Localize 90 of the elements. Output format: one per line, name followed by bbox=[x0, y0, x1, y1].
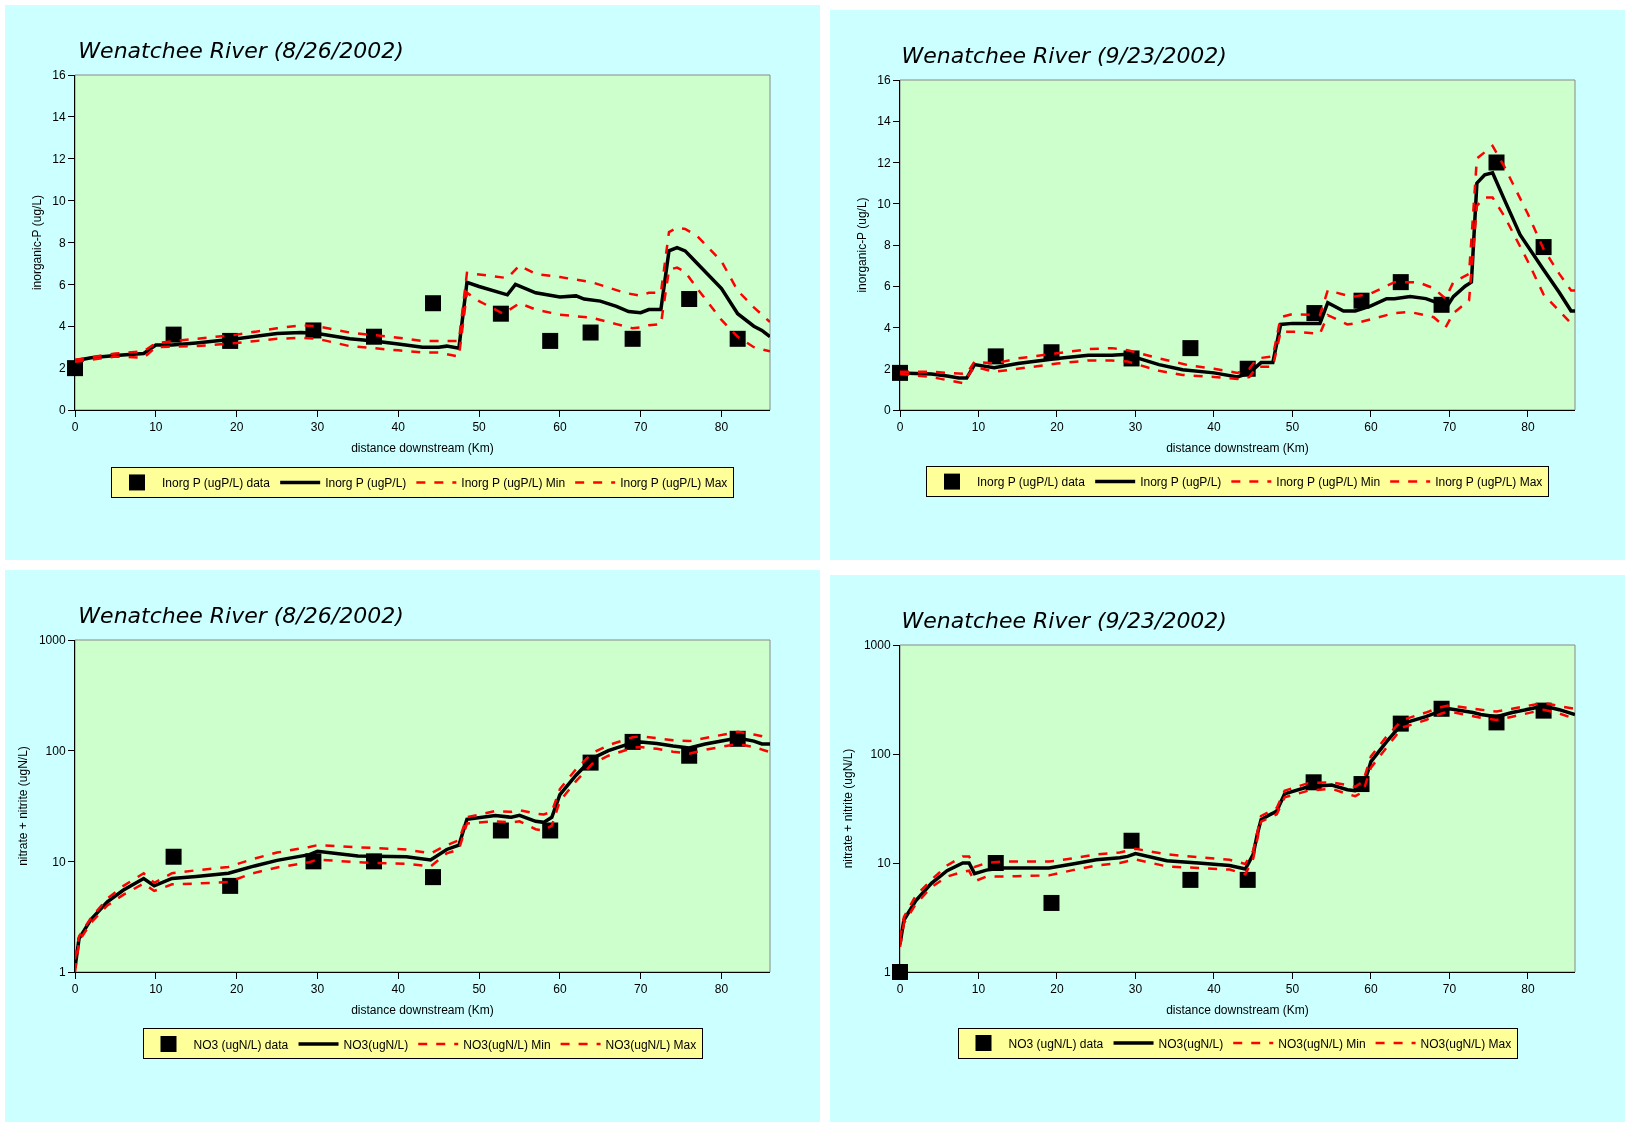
y-tick-label: 6 bbox=[883, 279, 891, 294]
x-tick-label: 70 bbox=[1442, 982, 1457, 997]
legend-label: Inorg P (ugP/L) Min bbox=[461, 476, 566, 491]
chart-title: Wenatchee River (9/23/2002) bbox=[901, 607, 1227, 633]
x-tick-label: 0 bbox=[71, 982, 79, 997]
y-tick-label: 14 bbox=[52, 110, 66, 125]
y-tick-label: 16 bbox=[52, 68, 66, 83]
x-tick-label: 10 bbox=[971, 420, 986, 435]
legend-label: Inorg P (ugP/L) bbox=[1140, 475, 1222, 490]
x-tick-label: 20 bbox=[1050, 420, 1064, 435]
x-tick-label: 0 bbox=[896, 420, 904, 435]
x-axis-title: distance downstream (Km) bbox=[351, 1003, 494, 1018]
y-tick-label: 1 bbox=[883, 965, 891, 980]
y-tick-label: 10 bbox=[52, 193, 66, 208]
y-tick-label: 1000 bbox=[863, 638, 891, 653]
x-tick-label: 80 bbox=[714, 982, 729, 997]
y-tick-label: 12 bbox=[52, 151, 66, 166]
y-tick-label: 0 bbox=[58, 403, 66, 418]
y-tick-label: 100 bbox=[45, 743, 66, 758]
y-tick-label: 10 bbox=[877, 196, 891, 211]
x-tick-label: 20 bbox=[1050, 982, 1064, 997]
x-tick-label: 10 bbox=[149, 982, 163, 997]
y-tick-label: 4 bbox=[883, 320, 891, 335]
legend-label: NO3 (ugN/L) data bbox=[1008, 1036, 1104, 1051]
y-tick-label: 10 bbox=[52, 854, 66, 869]
legend-label: Inorg P (ugP/L) bbox=[325, 476, 407, 491]
y-tick-label: 0 bbox=[883, 403, 891, 418]
x-axis-title: distance downstream (Km) bbox=[1166, 1003, 1309, 1018]
x-tick-label: 40 bbox=[1207, 420, 1221, 435]
y-tick-label: 8 bbox=[883, 238, 891, 253]
y-axis-title: inorganic-P (ug/L) bbox=[29, 194, 44, 291]
legend-label: NO3 (ugN/L) data bbox=[193, 1037, 289, 1052]
y-tick-label: 2 bbox=[883, 361, 891, 376]
legend-label: NO3(ugN/L) Min bbox=[1278, 1036, 1366, 1051]
y-tick-label: 14 bbox=[877, 114, 891, 129]
x-tick-label: 80 bbox=[1521, 982, 1535, 997]
x-tick-label: 80 bbox=[714, 420, 729, 435]
x-tick-label: 40 bbox=[391, 420, 406, 435]
x-tick-label: 60 bbox=[1364, 420, 1378, 435]
y-tick-label: 6 bbox=[58, 277, 66, 292]
legend-label: NO3(ugN/L) bbox=[1158, 1036, 1224, 1051]
x-tick-label: 50 bbox=[1285, 420, 1300, 435]
y-tick-label: 10 bbox=[877, 856, 891, 871]
x-tick-label: 40 bbox=[1207, 982, 1221, 997]
x-tick-label: 30 bbox=[1128, 420, 1143, 435]
x-tick-label: 20 bbox=[229, 420, 244, 435]
x-tick-label: 60 bbox=[553, 982, 567, 997]
x-tick-label: 50 bbox=[1285, 982, 1300, 997]
y-tick-label: 2 bbox=[58, 361, 66, 376]
legend-label: Inorg P (ugP/L) Min bbox=[1276, 475, 1381, 490]
y-axis-title: nitrate + nitrite (ugN/L) bbox=[16, 746, 31, 866]
y-tick-label: 1000 bbox=[38, 633, 66, 648]
x-tick-label: 10 bbox=[149, 420, 163, 435]
x-tick-label: 50 bbox=[472, 982, 487, 997]
x-tick-label: 60 bbox=[1364, 982, 1378, 997]
legend-label: NO3(ugN/L) Max bbox=[605, 1037, 697, 1052]
legend-label: NO3(ugN/L) Max bbox=[1420, 1036, 1512, 1051]
x-tick-label: 50 bbox=[472, 420, 487, 435]
x-tick-label: 70 bbox=[634, 982, 648, 997]
x-tick-label: 70 bbox=[634, 420, 648, 435]
x-tick-label: 30 bbox=[310, 982, 325, 997]
x-tick-label: 30 bbox=[1128, 982, 1143, 997]
x-tick-label: 10 bbox=[971, 982, 986, 997]
x-tick-label: 70 bbox=[1442, 420, 1457, 435]
chart-title: Wenatchee River (8/26/2002) bbox=[78, 37, 404, 63]
legend-label: Inorg P (ugP/L) Max bbox=[1435, 475, 1543, 490]
y-axis-title: nitrate + nitrite (ugN/L) bbox=[841, 748, 856, 869]
y-axis-title: inorganic-P (ug/L) bbox=[854, 197, 869, 293]
legend-label: NO3(ugN/L) Min bbox=[463, 1037, 551, 1052]
x-tick-label: 30 bbox=[310, 420, 325, 435]
x-tick-label: 0 bbox=[71, 420, 79, 435]
x-tick-label: 60 bbox=[553, 420, 567, 435]
legend-label: Inorg P (ugP/L) Max bbox=[620, 476, 728, 491]
chart-title: Wenatchee River (8/26/2002) bbox=[78, 602, 404, 628]
y-tick-label: 8 bbox=[58, 235, 66, 250]
x-tick-label: 0 bbox=[896, 982, 904, 997]
legend-label: Inorg P (ugP/L) data bbox=[977, 475, 1086, 490]
y-tick-label: 1 bbox=[58, 965, 66, 980]
chart-title: Wenatchee River (9/23/2002) bbox=[901, 42, 1227, 68]
x-axis-title: distance downstream (Km) bbox=[351, 441, 494, 456]
y-tick-label: 12 bbox=[877, 155, 891, 170]
legend-label: NO3(ugN/L) bbox=[343, 1037, 409, 1052]
y-tick-label: 100 bbox=[870, 747, 891, 762]
y-tick-label: 4 bbox=[58, 319, 66, 334]
x-tick-label: 40 bbox=[391, 982, 406, 997]
legend-label: Inorg P (ugP/L) data bbox=[162, 476, 271, 491]
x-axis-title: distance downstream (Km) bbox=[1166, 441, 1309, 456]
y-tick-label: 16 bbox=[877, 73, 891, 88]
x-tick-label: 80 bbox=[1521, 420, 1535, 435]
x-tick-label: 20 bbox=[229, 982, 244, 997]
